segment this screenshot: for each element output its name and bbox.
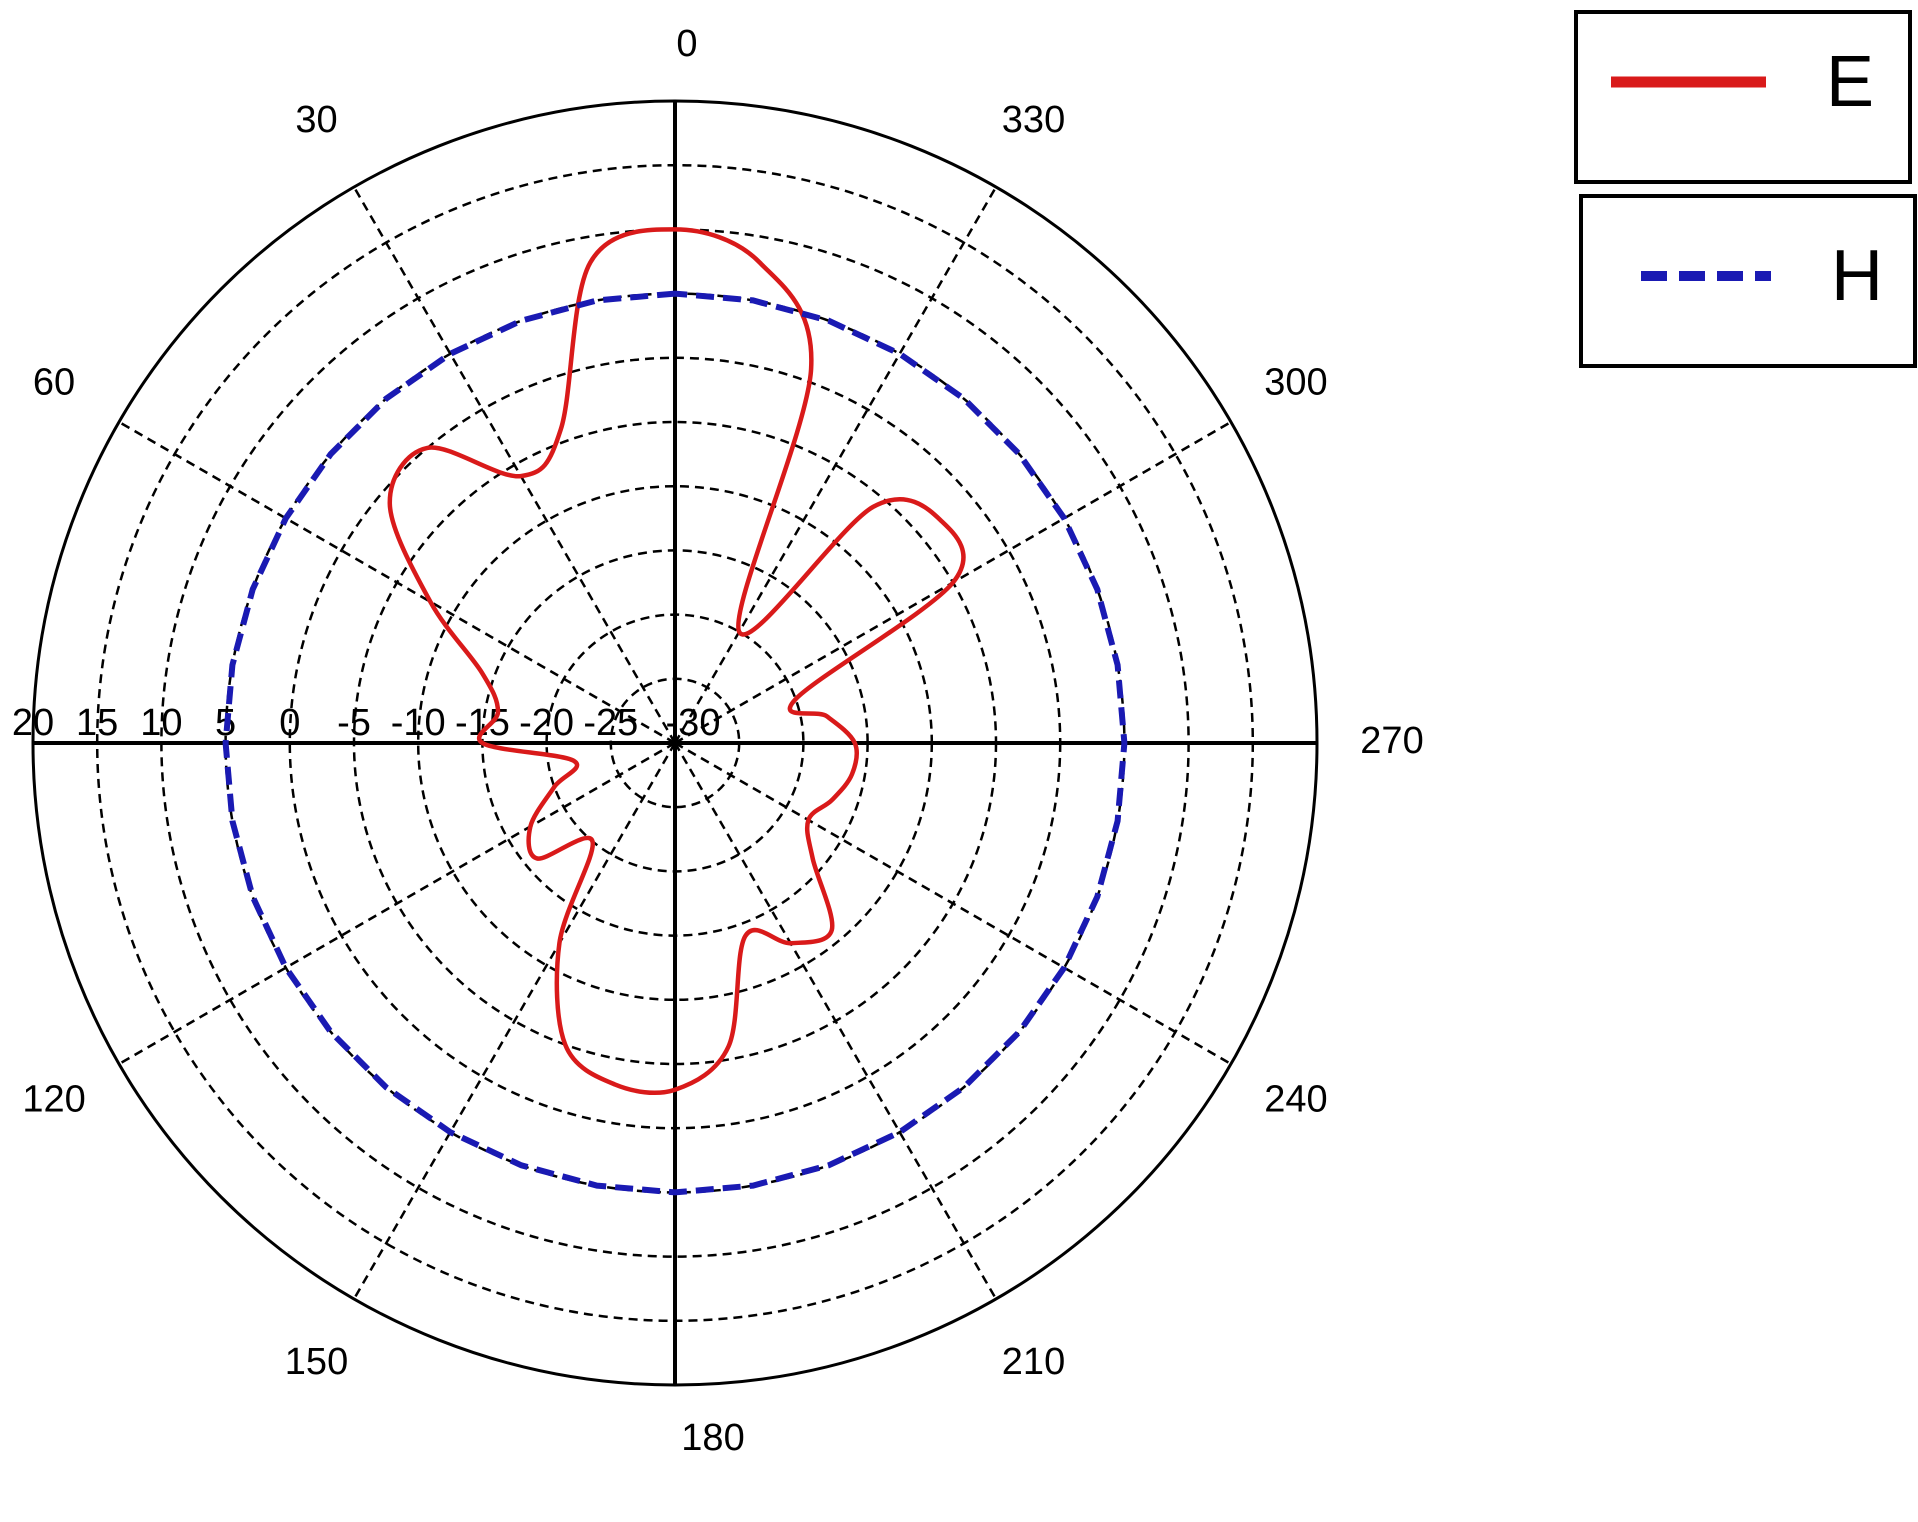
spoke <box>352 742 677 1300</box>
angle-label: 240 <box>1264 1079 1327 1121</box>
angle-label: 150 <box>285 1341 348 1383</box>
legend-label: H <box>1831 236 1883 316</box>
spoke <box>118 420 676 745</box>
r-tick-label: -5 <box>337 702 371 744</box>
angle-label: 30 <box>295 99 337 141</box>
legend-item: E <box>1574 10 1912 184</box>
r-tick-label: -25 <box>583 702 638 744</box>
angle-label: 60 <box>33 362 75 404</box>
spoke <box>674 741 1232 1066</box>
angle-label: 330 <box>1002 99 1065 141</box>
r-tick-label: 15 <box>76 702 118 744</box>
r-tick-label: -20 <box>519 702 574 744</box>
legend-box <box>1574 10 1912 184</box>
r-tick-label: 10 <box>140 702 182 744</box>
r-tick-label: -10 <box>391 702 446 744</box>
angle-label: 210 <box>1002 1341 1065 1383</box>
legend-label: E <box>1826 42 1874 122</box>
angle-label: 270 <box>1360 720 1423 762</box>
r-tick-label: -15 <box>455 702 510 744</box>
legend-box <box>1579 194 1917 368</box>
series-line <box>387 227 966 1096</box>
spoke <box>118 741 676 1066</box>
spoke <box>673 742 998 1300</box>
angle-label: 300 <box>1264 362 1327 404</box>
series-line <box>222 290 1128 1196</box>
spoke <box>673 186 998 744</box>
r-tick-label: 0 <box>279 702 300 744</box>
r-tick-label: 20 <box>12 702 54 744</box>
spoke <box>352 186 677 744</box>
angle-label: 180 <box>681 1417 744 1459</box>
r-tick-label: -30 <box>666 702 721 744</box>
angle-label: 120 <box>22 1079 85 1121</box>
angle-label: 0 <box>676 23 697 65</box>
legend-item: H <box>1579 194 1917 368</box>
